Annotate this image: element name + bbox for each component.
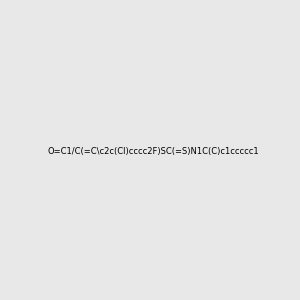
Text: O=C1/C(=C\c2c(Cl)cccc2F)SC(=S)N1C(C)c1ccccc1: O=C1/C(=C\c2c(Cl)cccc2F)SC(=S)N1C(C)c1cc…: [48, 147, 260, 156]
